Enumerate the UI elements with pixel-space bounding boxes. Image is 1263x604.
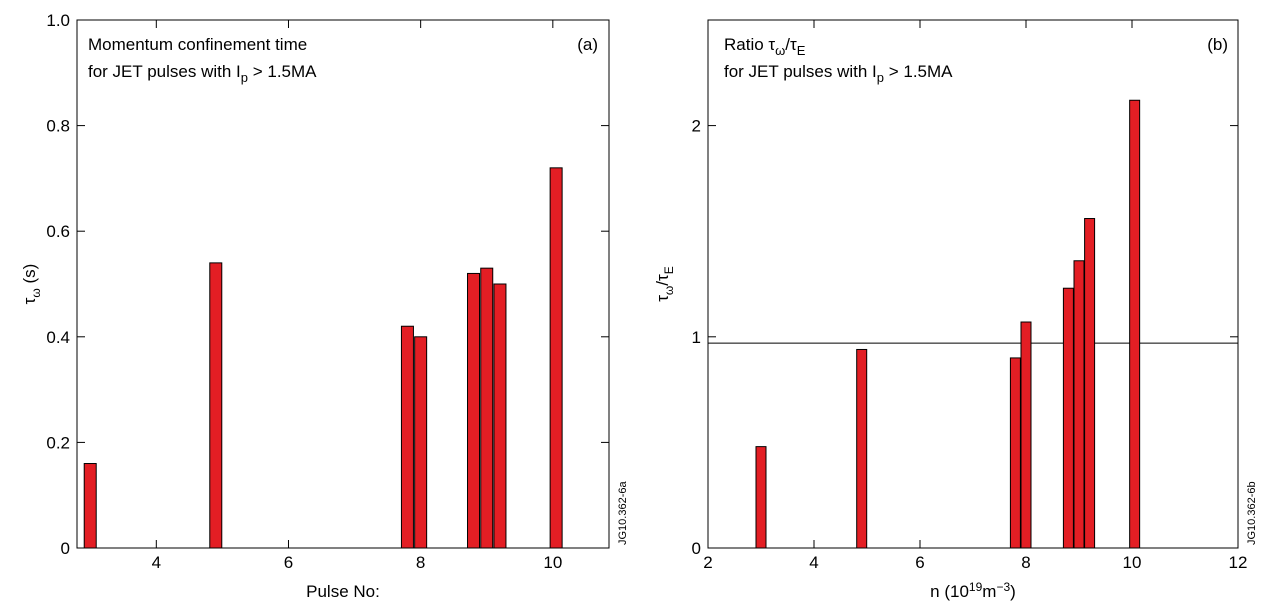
- y-axis-label: τω/τE: [653, 266, 676, 302]
- bar: [1084, 218, 1096, 549]
- title-mid: /τ: [785, 35, 797, 54]
- y-tick-label: 0: [61, 539, 70, 558]
- title-sub: E: [797, 43, 806, 58]
- bar: [467, 272, 481, 549]
- x-label-mid: m: [982, 582, 996, 601]
- y-tick-label: 1: [692, 328, 701, 347]
- x-tick-label: 6: [915, 553, 924, 572]
- subtitle-sub: p: [877, 70, 884, 85]
- title-sub: ω: [775, 43, 785, 58]
- bar: [1009, 357, 1021, 549]
- subtitle: for JET pulses with Ip > 1.5MA: [88, 62, 317, 85]
- y-tick-label: 0.6: [46, 222, 70, 241]
- code-label: JG10.362-6b: [1246, 481, 1258, 545]
- bar: [856, 348, 868, 549]
- subtitle-text: for JET pulses with I: [88, 62, 241, 81]
- panel-label: (a): [577, 35, 598, 54]
- y-label-sub: ω: [662, 286, 676, 295]
- y-label-text: τ: [20, 297, 39, 304]
- bar: [755, 446, 767, 549]
- y-label-mid: /τ: [653, 274, 672, 286]
- x-axis-label: n (1019m−3): [930, 580, 1016, 601]
- code-label: JG10.362-6a: [617, 481, 629, 545]
- subtitle-rest: > 1.5MA: [248, 62, 317, 81]
- y-label-rest: (s): [20, 264, 39, 289]
- bar: [209, 262, 223, 549]
- x-tick-label: 10: [543, 553, 562, 572]
- bar: [414, 336, 428, 549]
- bar: [480, 267, 494, 549]
- plot-frame: [707, 19, 1239, 549]
- y-tick-label: 1.0: [46, 11, 70, 30]
- x-tick-label: 6: [284, 553, 293, 572]
- x-tick-label: 8: [1021, 553, 1030, 572]
- bar: [83, 463, 97, 549]
- subtitle-text: for JET pulses with I: [724, 62, 877, 81]
- x-tick-label: 2: [703, 553, 712, 572]
- bar: [1062, 287, 1074, 549]
- title-text: Ratio τ: [724, 35, 775, 54]
- x-label-rest: ): [1010, 582, 1016, 601]
- x-axis-label: Pulse No:: [306, 582, 380, 601]
- y-tick-label: 0.2: [46, 433, 70, 452]
- panel-label: (b): [1207, 35, 1228, 54]
- bar: [400, 325, 414, 549]
- x-tick-label: 10: [1123, 553, 1142, 572]
- x-tick-label: 4: [809, 553, 818, 572]
- title: Momentum confinement time: [88, 35, 307, 54]
- bar: [493, 283, 507, 549]
- subtitle-sub: p: [241, 70, 248, 85]
- bar: [1129, 99, 1141, 549]
- y-axis-label: τω (s): [20, 264, 43, 305]
- plot-frame: [76, 19, 610, 549]
- y-tick-label: 0: [692, 539, 701, 558]
- y-tick-label: 2: [692, 117, 701, 136]
- x-tick-label: 12: [1229, 553, 1248, 572]
- title: Ratio τω/τE: [724, 35, 806, 58]
- subtitle-rest: > 1.5MA: [884, 62, 953, 81]
- subtitle: for JET pulses with Ip > 1.5MA: [724, 62, 953, 85]
- y-label-sub: E: [662, 266, 676, 274]
- x-label-sup: −3: [996, 580, 1010, 594]
- bar: [549, 167, 563, 549]
- x-label-text: n (10: [930, 582, 969, 601]
- x-label-sup: 19: [969, 580, 983, 594]
- y-tick-label: 0.4: [46, 328, 70, 347]
- y-label-text: τ: [653, 295, 672, 302]
- bar: [1073, 260, 1085, 549]
- x-tick-label: 8: [416, 553, 425, 572]
- y-label-sub: ω: [29, 288, 43, 297]
- x-tick-label: 4: [152, 553, 161, 572]
- y-tick-label: 0.8: [46, 117, 70, 136]
- bar: [1020, 321, 1032, 549]
